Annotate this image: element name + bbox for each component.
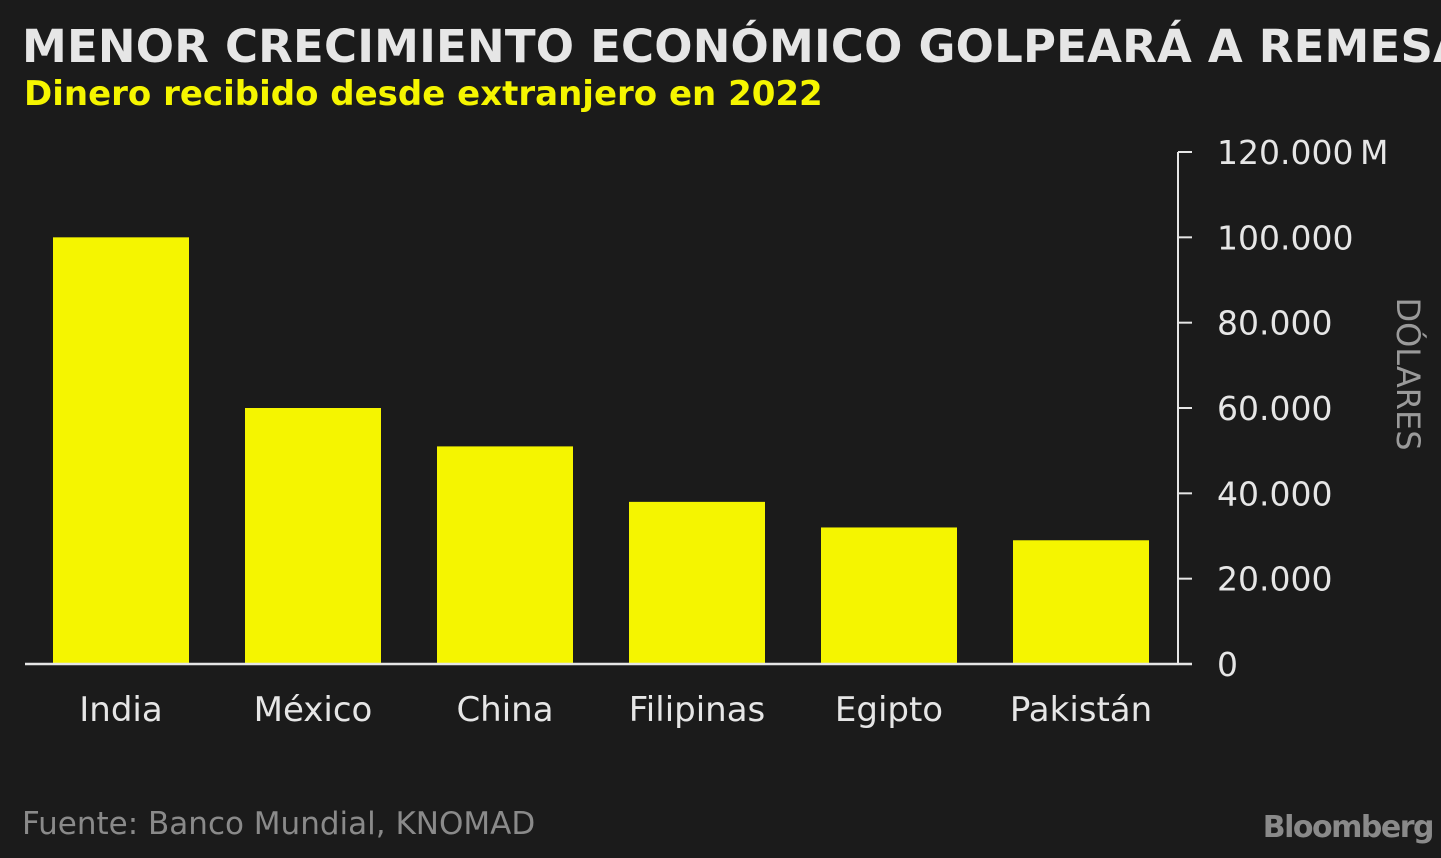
y-tick-label: 120.000 (1217, 133, 1353, 172)
y-tick-label: 60.000 (1217, 389, 1332, 428)
y-unit-label: M (1360, 133, 1388, 172)
y-tick-label: 80.000 (1217, 304, 1332, 343)
y-tick-label: 0 (1217, 645, 1238, 684)
bloomberg-logo: Bloomberg (1262, 810, 1435, 845)
x-tick-label: Filipinas (629, 690, 766, 730)
source-note: Fuente: Banco Mundial, KNOMAD (22, 806, 536, 842)
x-tick-label: Egipto (835, 690, 943, 730)
chart-subtitle: Dinero recibido desde extranjero en 2022 (24, 74, 823, 114)
bar-filipinas (629, 501, 765, 664)
y-tick-label: 100.000 (1217, 218, 1353, 257)
bar-méxico (245, 408, 381, 664)
x-tick-label: Pakistán (1010, 690, 1152, 730)
bar-pakistán (1013, 540, 1149, 664)
y-axis-title: DÓLARES (1389, 297, 1428, 450)
y-tick-label: 20.000 (1217, 560, 1332, 599)
chart-title: MENOR CRECIMIENTO ECONÓMICO GOLPEARÁ A R… (22, 20, 1441, 73)
bar-egipto (821, 527, 957, 664)
y-tick-label: 40.000 (1217, 474, 1332, 513)
bar-india (53, 237, 189, 665)
bar-china (437, 446, 573, 664)
x-tick-label: China (456, 690, 553, 730)
x-tick-label: India (79, 690, 162, 730)
x-tick-label: México (254, 690, 373, 730)
